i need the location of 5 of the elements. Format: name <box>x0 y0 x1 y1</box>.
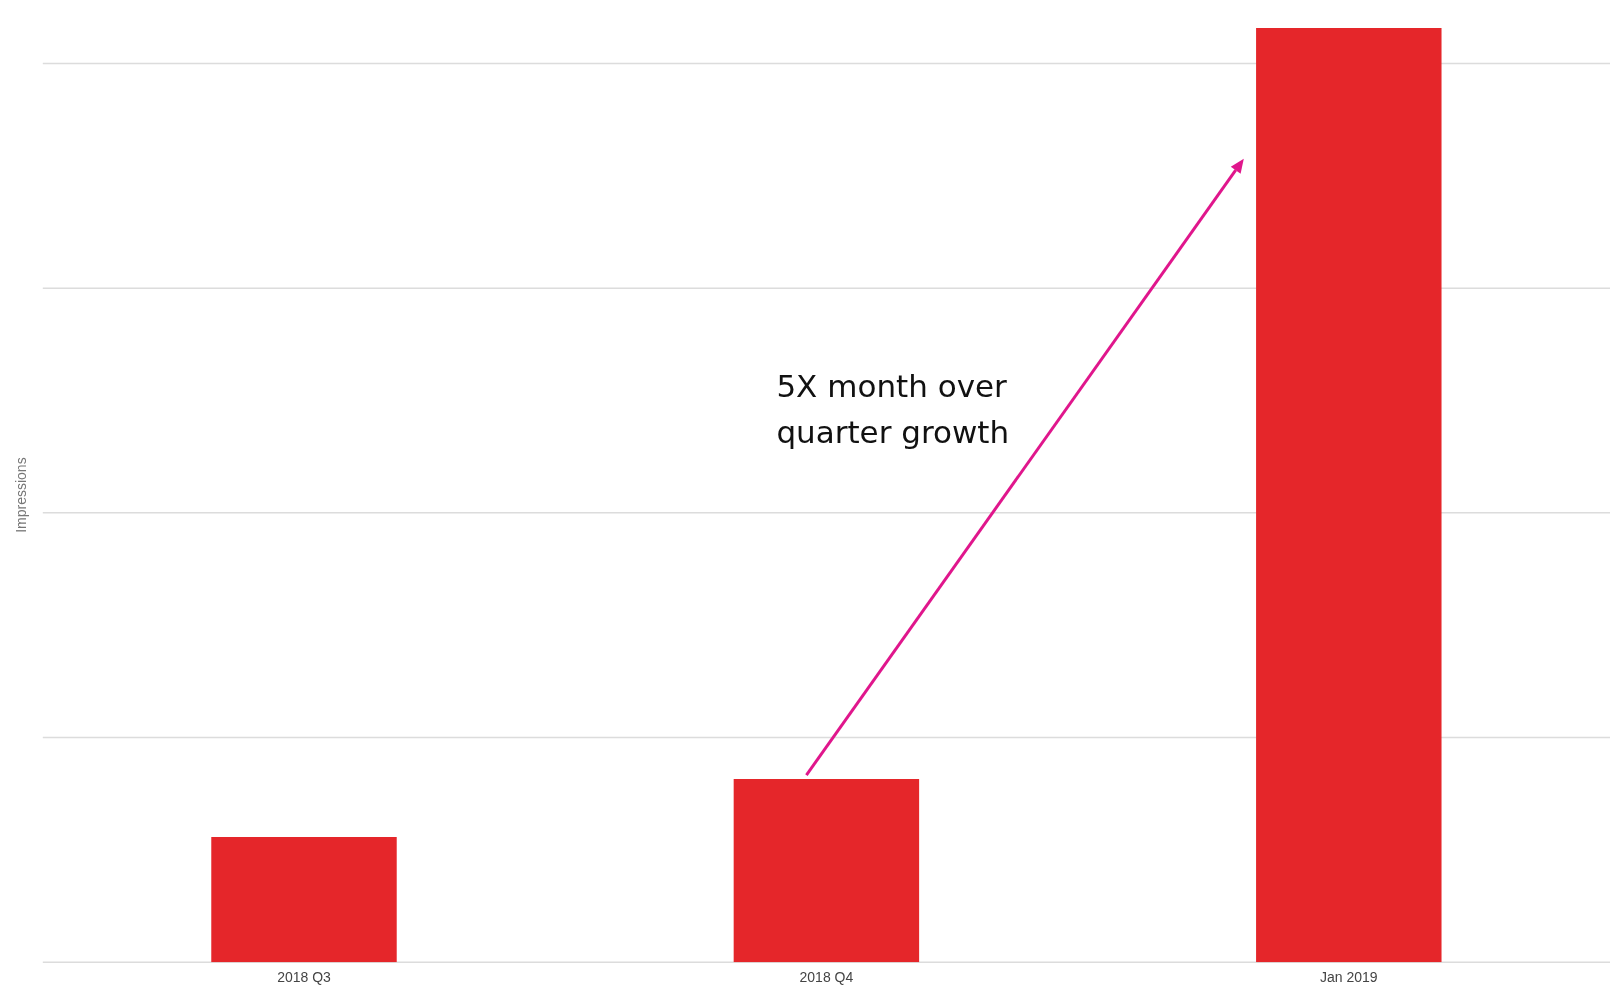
x-tick-label: 2018 Q4 <box>799 969 854 986</box>
y-axis-title: Impressions <box>13 457 30 533</box>
annotation: 5X month over quarter growth <box>776 368 1010 451</box>
x-tick-label: 2018 Q3 <box>277 969 332 986</box>
x-tick-label: Jan 2019 <box>1320 969 1378 986</box>
